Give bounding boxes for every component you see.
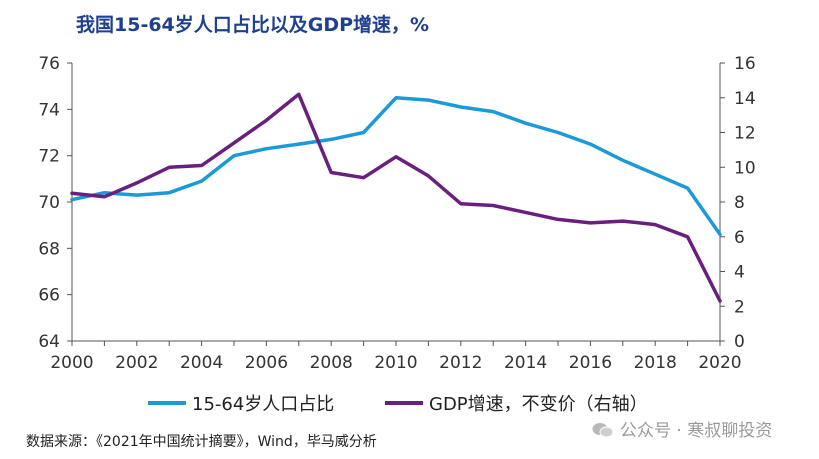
x-tick-label: 2010 [374,353,417,373]
right-tick-label: 16 [734,54,756,74]
right-tick-label: 14 [734,89,756,109]
right-tick-label: 4 [734,263,745,283]
right-tick-label: 12 [734,124,756,144]
x-tick-label: 2006 [245,353,288,373]
x-tick-label: 2016 [569,353,612,373]
x-tick-label: 2002 [115,353,158,373]
right-tick-label: 6 [734,228,745,248]
x-tick-label: 2000 [50,353,93,373]
x-tick-label: 2020 [698,353,741,373]
right-tick-label: 8 [734,193,745,213]
watermark-text: 公众号 · 寒叔聊投资 [620,421,773,441]
right-tick-label: 2 [734,297,745,317]
left-tick-label: 68 [38,239,60,259]
series-line-2 [70,92,722,303]
left-tick-label: 70 [38,193,60,213]
right-tick-label: 10 [734,158,756,178]
chart-title: 我国15-64岁人口占比以及GDP增速，% [76,14,430,36]
legend-label-1: 15-64岁人口占比 [192,394,334,415]
source-note: 数据来源：《2021年中国统计摘要》，Wind，毕马威分析 [26,434,377,450]
left-tick-label: 66 [38,286,60,306]
left-tick-label: 72 [38,147,60,167]
watermark: 公众号 · 寒叔聊投资 [592,416,772,441]
x-tick-label: 2008 [310,353,353,373]
series-line-1 [70,96,722,237]
left-tick-label: 74 [38,100,60,120]
left-tick-label: 64 [38,332,60,352]
x-tick-label: 2004 [180,353,223,373]
x-tick-label: 2012 [439,353,482,373]
x-tick-label: 2018 [634,353,677,373]
legend-label-2: GDP增速，不变价（右轴） [429,394,648,415]
left-tick-label: 76 [38,54,60,74]
wechat-icon [592,422,614,438]
x-tick-label: 2014 [504,353,547,373]
right-tick-label: 0 [734,332,745,352]
